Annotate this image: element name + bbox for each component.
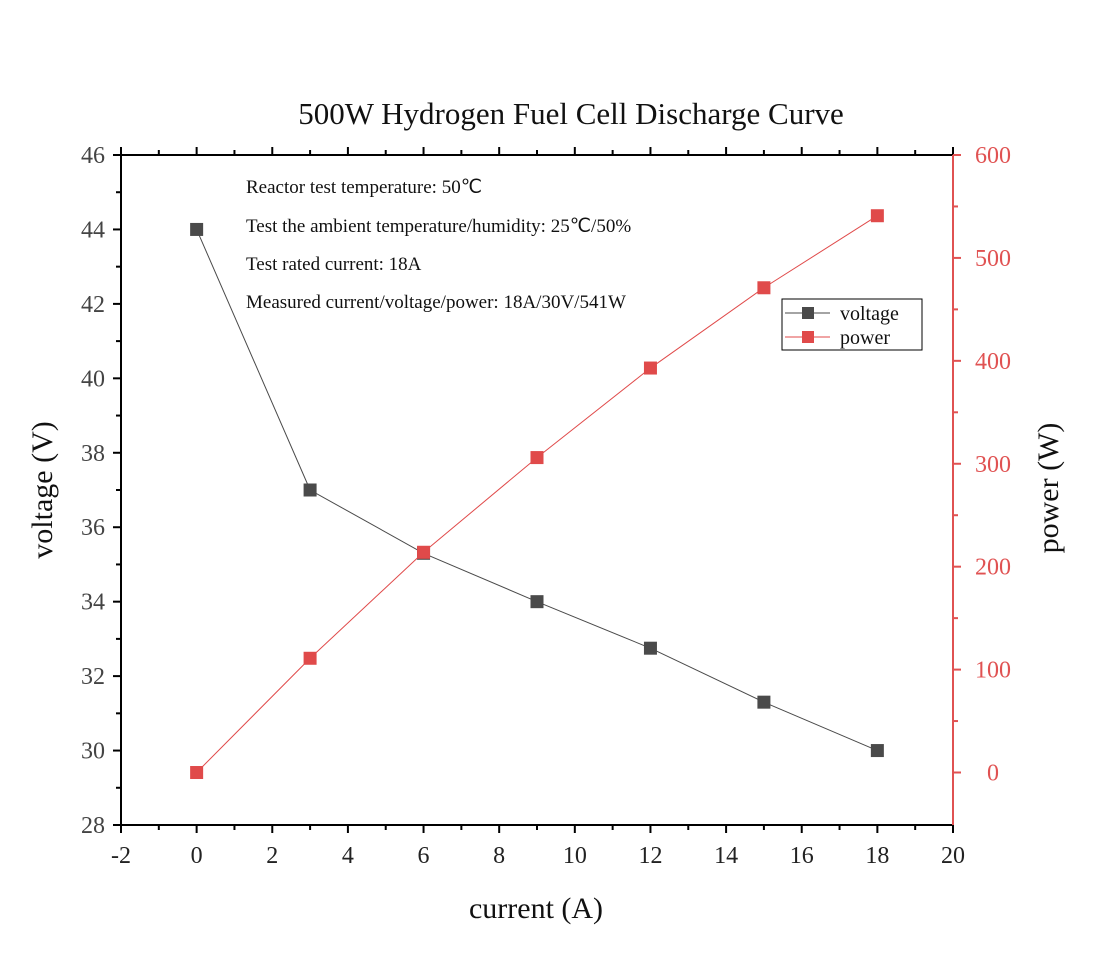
power-point — [190, 766, 204, 780]
legend: voltage power — [781, 298, 923, 351]
voltage-point — [303, 483, 317, 497]
y-left-tick-label: 42 — [81, 292, 105, 318]
y-left-tick-label: 32 — [81, 664, 105, 690]
annotation-rated-current: Test rated current: 18A — [246, 254, 422, 275]
x-tick-label: 0 — [191, 843, 203, 869]
power-point — [643, 361, 657, 375]
x-tick-label: 2 — [266, 843, 278, 869]
y-left-tick-label: 28 — [81, 813, 105, 839]
x-tick-label: 6 — [418, 843, 430, 869]
voltage-point — [190, 222, 204, 236]
x-tick-label: 4 — [342, 843, 354, 869]
legend-voltage-marker — [802, 307, 814, 319]
y-left-tick-label: 38 — [81, 441, 105, 467]
x-axis-label: current (A) — [469, 892, 603, 925]
power-point — [417, 545, 431, 559]
y-right-tick-label: 0 — [987, 761, 999, 787]
voltage-point — [643, 641, 657, 655]
y-right-tick-label: 600 — [975, 143, 1011, 169]
x-tick-label: -2 — [111, 843, 131, 869]
y-right-tick-label: 200 — [975, 555, 1011, 581]
voltage-point — [530, 595, 544, 609]
marks — [190, 209, 884, 780]
chart-title: 500W Hydrogen Fuel Cell Discharge Curve — [298, 96, 844, 131]
y-right-tick-label: 300 — [975, 452, 1011, 478]
x-tick-label: 12 — [638, 843, 662, 869]
x-tick-label: 8 — [493, 843, 505, 869]
x-tick-label: 14 — [714, 843, 738, 869]
legend-voltage-label: voltage — [840, 303, 899, 325]
x-tick-label: 18 — [865, 843, 889, 869]
y-left-tick-label: 36 — [81, 515, 105, 541]
power-point — [530, 451, 544, 465]
voltage-point — [757, 695, 771, 709]
y-right-tick-label: 400 — [975, 349, 1011, 375]
annotation-ambient: Test the ambient temperature/humidity: 2… — [246, 216, 631, 237]
voltage-point — [870, 744, 884, 758]
power-point — [303, 651, 317, 665]
y-left-tick-label: 34 — [81, 590, 105, 616]
y-left-tick-label: 30 — [81, 739, 105, 765]
annotation-reactor-temp: Reactor test temperature: 50℃ — [246, 177, 482, 198]
annotation-measured: Measured current/voltage/power: 18A/30V/… — [246, 292, 626, 313]
legend-power-marker — [802, 331, 814, 343]
y-left-axis-label: voltage (V) — [26, 421, 59, 558]
y-left-tick-label: 44 — [81, 217, 105, 243]
y-right-tick-label: 500 — [975, 246, 1011, 272]
y-left-tick-label: 40 — [81, 366, 105, 392]
y-right-axis-label: power (W) — [1032, 423, 1065, 554]
x-tick-label: 10 — [563, 843, 587, 869]
axes: -2 0 2 4 6 8 10 12 14 16 18 20283032343638404244460… — [81, 143, 1011, 869]
power-point — [870, 209, 884, 223]
y-right-tick-label: 100 — [975, 658, 1011, 684]
x-tick-label: 16 — [790, 843, 814, 869]
legend-power-label: power — [840, 327, 890, 349]
x-tick-label: 20 — [941, 843, 965, 869]
y-left-tick-label: 46 — [81, 143, 105, 169]
power-point — [757, 281, 771, 295]
